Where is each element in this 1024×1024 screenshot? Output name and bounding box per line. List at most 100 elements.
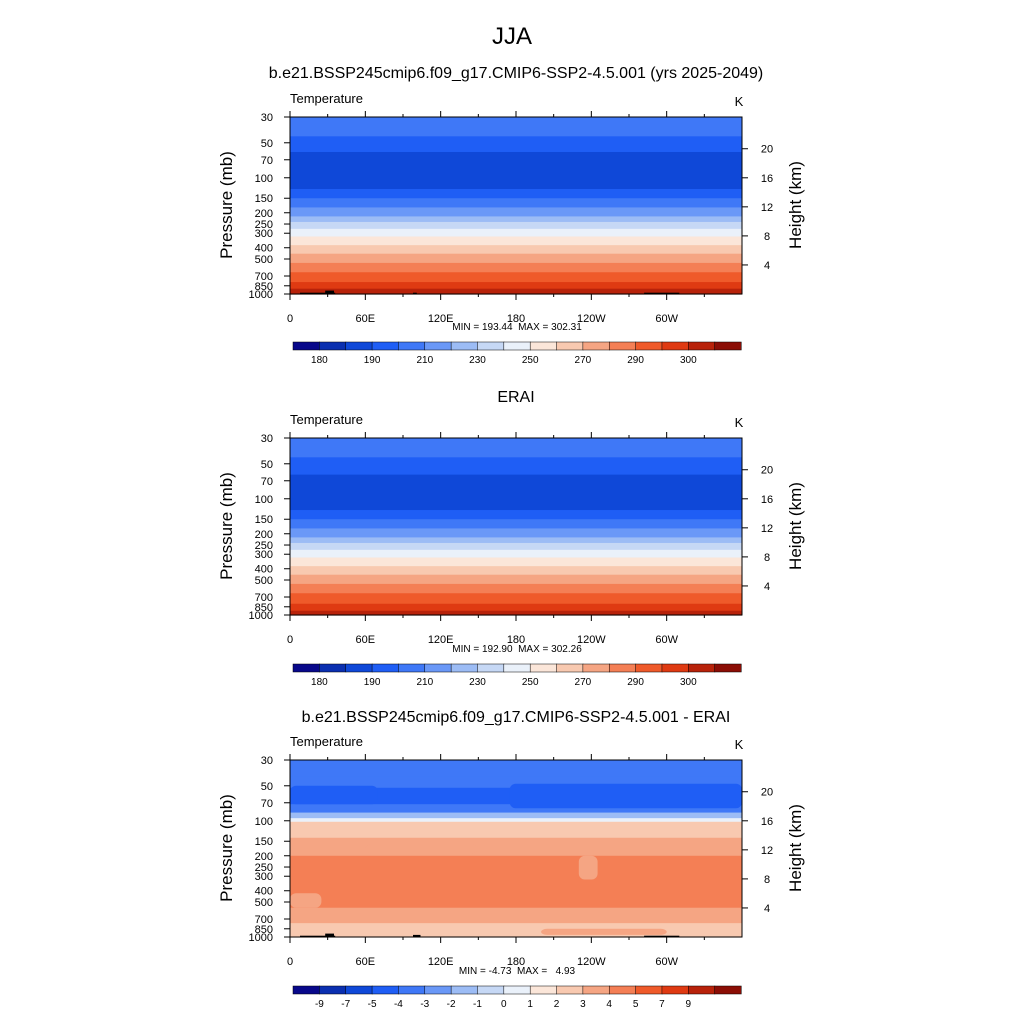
colorbar-label: 4: [606, 999, 612, 1010]
contour-band: [290, 236, 742, 246]
variable-label: Temperature: [290, 91, 363, 106]
height-tick-label: 8: [764, 231, 770, 243]
panel-erai: ERAI Temperature K 0 60E 120E 180 120W 60W 30…: [217, 389, 805, 688]
height-tick-label: 16: [761, 173, 773, 185]
colorbar-swatch: [582, 663, 610, 673]
x-tick-label: 60W: [655, 956, 678, 968]
colorbar-label: -5: [368, 999, 377, 1010]
contour-band: [290, 923, 742, 938]
contour-band: [290, 288, 742, 295]
colorbar-swatch: [608, 341, 637, 351]
colorbar-swatch: [450, 985, 479, 995]
colorbar-label: 190: [364, 677, 381, 688]
colorbar-swatch: [319, 663, 347, 673]
x-tick-label: 120E: [428, 956, 454, 968]
terrain-block: [325, 290, 334, 294]
contour-band: [290, 855, 742, 909]
colorbar-label: 180: [311, 677, 328, 688]
y-tick-label: 250: [255, 219, 273, 231]
contour-band: [290, 474, 742, 511]
variable-label: Temperature: [290, 412, 363, 427]
y-tick-label: 500: [255, 254, 273, 266]
y-tick-label: 700: [255, 592, 273, 604]
contour-band: [290, 837, 742, 857]
colorbar-label: 270: [575, 677, 592, 688]
colorbar-label: 3: [580, 999, 586, 1010]
y-tick-label: 400: [255, 886, 273, 898]
min-max-stats: MIN = -4.73 MAX = 4.93: [459, 966, 576, 977]
colorbar-label: 2: [554, 999, 560, 1010]
x-tick-label: 60W: [655, 313, 678, 325]
y-axis-label: Pressure (mb): [217, 472, 236, 580]
colorbar: 180 190 210 230 250 270 290 300: [292, 663, 742, 688]
colorbar-label: 230: [469, 355, 486, 366]
colorbar-swatch: [529, 341, 558, 351]
contour-band: [290, 519, 742, 530]
panel-model: b.e21.BSSP245cmip6.f09_g17.CMIP6-SSP2-4.…: [217, 65, 805, 366]
x-tick-label: 120E: [428, 313, 454, 325]
colorbar-label: 1: [527, 999, 533, 1010]
y-tick-label: 70: [261, 155, 273, 167]
colorbar-label: 190: [364, 355, 381, 366]
y-tick-label: 400: [255, 243, 273, 255]
colorbar-swatch: [582, 341, 610, 351]
contour-band: [290, 438, 742, 458]
colorbar-swatch: [345, 341, 373, 351]
contour-band: [290, 804, 742, 814]
y-tick-label: 200: [255, 851, 273, 863]
colorbar-swatch: [688, 341, 716, 351]
colorbar-label: 7: [659, 999, 665, 1010]
terrain-mask: [300, 933, 680, 937]
colorbar-swatch: [292, 985, 320, 995]
colorbar-label: -2: [447, 999, 456, 1010]
colorbar-label: 300: [680, 677, 697, 688]
colorbar-label: -9: [315, 999, 324, 1010]
colorbar-swatch: [635, 663, 663, 673]
y-tick-label: 500: [255, 575, 273, 587]
contour-band: [290, 207, 742, 218]
colorbar-label: 290: [627, 355, 644, 366]
x-tick-label: 0: [287, 313, 293, 325]
colorbar-swatch: [661, 985, 689, 995]
contour-blob: [578, 855, 598, 880]
terrain-block: [644, 292, 680, 294]
y-axis-height: 20 16 12 8 4: [742, 787, 773, 915]
x-tick-label: 60E: [356, 956, 376, 968]
colorbar-swatch: [503, 985, 531, 995]
colorbar-label: 180: [311, 355, 328, 366]
colorbar: 180 190 210 230 250 270 290 300: [292, 341, 742, 366]
colorbar-swatch: [424, 341, 452, 351]
colorbar-swatch: [529, 663, 558, 673]
contour-band: [290, 610, 742, 616]
y-tick-label: 500: [255, 897, 273, 909]
x-axis: 0 60E 120E 180 120W 60W: [287, 432, 705, 646]
colorbar-swatch: [635, 985, 663, 995]
colorbar-label: -1: [473, 999, 482, 1010]
y-tick-label: 300: [255, 871, 273, 883]
y-tick-label: 30: [261, 112, 273, 124]
colorbar-swatch: [345, 985, 373, 995]
colorbar-label: 270: [575, 355, 592, 366]
colorbar-swatch: [292, 341, 320, 351]
y-tick-label: 300: [255, 228, 273, 240]
colorbar-swatch: [688, 985, 716, 995]
colorbar-swatch: [608, 663, 637, 673]
x-axis: 0 60E 120E 180 120W 60W: [287, 111, 705, 325]
panel-title: b.e21.BSSP245cmip6.f09_g17.CMIP6-SSP2-4.…: [269, 65, 764, 82]
colorbar-label: 0: [501, 999, 507, 1010]
contour-band: [290, 510, 742, 520]
min-max-stats: MIN = 193.44 MAX = 302.31: [452, 322, 582, 333]
y-tick-label: 30: [261, 755, 273, 767]
colorbar-label: 250: [522, 677, 539, 688]
contour-blob: [290, 893, 322, 908]
x-tick-label: 120W: [577, 634, 606, 646]
x-axis: 0 60E 120E 180 120W 60W: [287, 754, 705, 968]
y-tick-label: 150: [255, 193, 273, 205]
colorbar-label: -4: [394, 999, 403, 1010]
y-tick-label: 700: [255, 914, 273, 926]
y-tick-label: 100: [255, 494, 273, 506]
contour-blob: [509, 783, 742, 809]
colorbar-label: 5: [633, 999, 639, 1010]
x-tick-label: 60W: [655, 634, 678, 646]
